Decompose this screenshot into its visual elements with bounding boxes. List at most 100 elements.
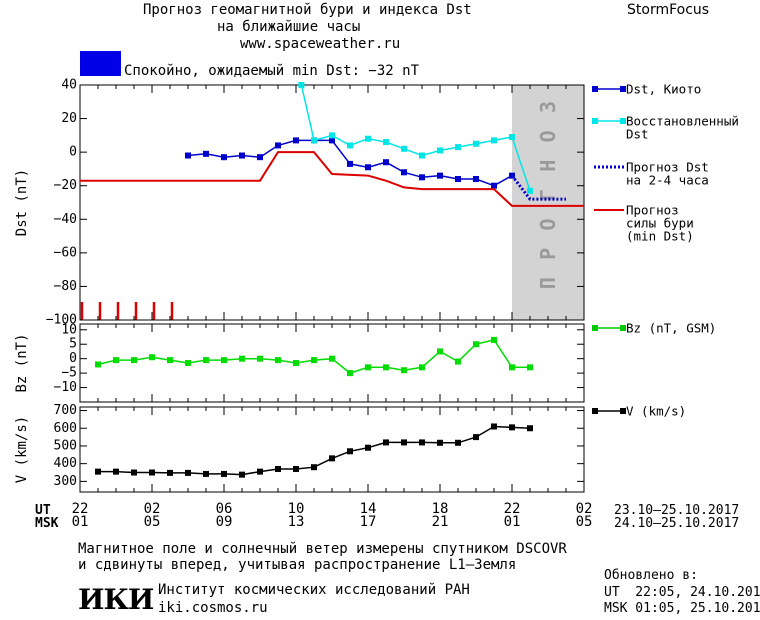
msk-tick-label: 05 — [144, 514, 161, 530]
y-tick-label: 400 — [54, 456, 77, 471]
data-point — [311, 464, 317, 471]
data-point — [491, 423, 497, 430]
legend-label: Прогноз Dst — [626, 160, 709, 175]
data-point — [257, 355, 263, 362]
ut-tick-label: 18 — [432, 501, 449, 517]
ut-tick-label: 22 — [504, 501, 521, 517]
legend-label: V (km/s) — [626, 404, 686, 419]
ut-tick-label: 22 — [72, 501, 89, 517]
legend-marker — [620, 408, 626, 414]
data-point — [185, 469, 191, 476]
data-point — [329, 137, 335, 144]
status-swatch — [80, 51, 121, 76]
ut-tick-label: 06 — [216, 501, 233, 517]
data-point — [401, 169, 407, 176]
ut-tick-label: 10 — [288, 501, 305, 517]
legend-label: Bz (nT, GSM) — [626, 321, 716, 336]
series-line — [80, 151, 584, 207]
data-point — [491, 137, 497, 144]
data-point — [473, 176, 479, 182]
data-point — [473, 434, 479, 441]
data-point — [401, 145, 407, 152]
legend-marker — [620, 86, 626, 92]
legend-marker — [592, 86, 598, 92]
data-point — [293, 137, 299, 144]
data-point — [383, 159, 389, 166]
msk-tick-label: 17 — [360, 514, 377, 530]
data-point — [221, 470, 227, 477]
y-tick-label: 5 — [69, 337, 77, 352]
msk-tick-label: 13 — [288, 514, 305, 530]
data-point — [329, 355, 335, 362]
status-text: Спокойно, ожидаемый min Dst: −32 nT — [124, 63, 420, 79]
iki-logo: ИКИ — [78, 583, 154, 616]
forecast-label-char: О — [536, 218, 560, 230]
data-point — [203, 150, 209, 157]
data-point — [401, 439, 407, 446]
y-axis-label: Dst (nT) — [14, 169, 30, 236]
ut-tick-label: 02 — [144, 501, 161, 517]
data-point — [437, 172, 443, 179]
legend-label: Dst, Киото — [626, 82, 701, 97]
brand-label: StormFocus — [627, 2, 710, 18]
data-point — [311, 137, 317, 144]
updated-msk: MSK 01:05, 25.10.2017 — [604, 601, 760, 616]
data-point — [347, 448, 353, 455]
data-point — [167, 357, 173, 364]
data-point — [365, 164, 371, 171]
data-point — [257, 154, 263, 161]
data-point — [275, 142, 281, 149]
y-axis-label: Bz (nT) — [14, 333, 30, 392]
data-point — [293, 360, 299, 366]
data-point — [365, 135, 371, 142]
ut-date-range: 23.10–25.10.2017 — [614, 503, 740, 518]
data-point — [383, 364, 389, 371]
data-point — [509, 364, 515, 371]
panel-frame — [79, 406, 585, 493]
series-line — [97, 339, 530, 374]
data-point — [149, 354, 155, 361]
forecast-label-char: О — [536, 130, 560, 142]
data-point — [293, 465, 299, 472]
y-axis-label: V (km/s) — [14, 416, 30, 483]
site-url[interactable]: www.spaceweather.ru — [240, 36, 401, 52]
legend-label: Прогноз — [626, 203, 679, 218]
legend-label: на 2-4 часа — [626, 173, 709, 188]
data-point — [383, 439, 389, 446]
data-point — [347, 142, 353, 149]
y-tick-label: −5 — [61, 366, 77, 381]
data-point — [437, 348, 443, 355]
institute-name: Институт космических исследований РАН — [158, 582, 470, 598]
data-point — [347, 160, 353, 167]
msk-tick-label: 05 — [576, 514, 593, 530]
y-tick-label: 0 — [69, 351, 77, 366]
y-tick-label: 40 — [61, 78, 77, 93]
data-point — [329, 455, 335, 462]
forecast-label-char: Н — [536, 160, 560, 172]
data-point — [221, 154, 227, 161]
y-tick-label: −100 — [46, 313, 77, 328]
legend-label: Dst — [626, 127, 649, 142]
y-tick-label: 20 — [61, 111, 77, 126]
forecast-label-char: Р — [536, 248, 560, 260]
msk-date-range: 24.10–25.10.2017 — [614, 516, 740, 531]
y-tick-label: 10 — [61, 322, 77, 337]
updated-label: Обновлено в: — [604, 568, 698, 583]
msk-tick-label: 01 — [504, 514, 521, 530]
y-tick-label: 600 — [54, 421, 77, 436]
data-point — [491, 182, 497, 189]
data-point — [473, 341, 479, 348]
msk-tick-label: 21 — [432, 514, 449, 530]
data-point — [257, 468, 263, 475]
msk-tick-label: 09 — [216, 514, 233, 530]
data-point — [419, 364, 425, 371]
forecast-label-char: З — [536, 101, 560, 113]
updated-ut: UT 22:05, 24.10.2017 — [604, 585, 760, 600]
data-point — [221, 357, 227, 364]
footer-note-line1: Магнитное поле и солнечный ветер измерен… — [78, 541, 567, 557]
data-point — [419, 439, 425, 446]
data-point — [329, 132, 335, 139]
chart-title: Прогноз геомагнитной бури и индекса Dst — [143, 2, 472, 18]
data-point — [401, 367, 407, 374]
institute-site[interactable]: iki.cosmos.ru — [158, 600, 268, 616]
